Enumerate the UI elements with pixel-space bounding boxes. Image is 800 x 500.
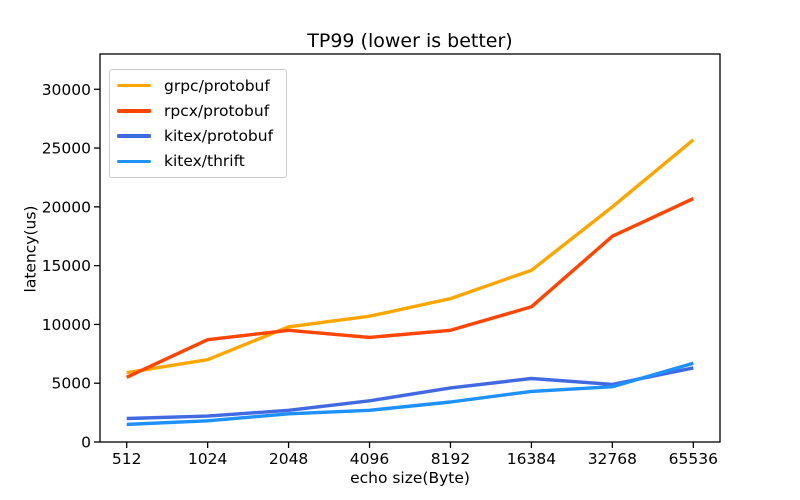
legend-item-grpc-protobuf: grpc/protobuf — [117, 73, 286, 98]
y-tick-label: 0 — [81, 434, 91, 452]
legend-box: grpc/protobuf rpcx/protobuf kitex/protobuf… — [109, 69, 287, 178]
series-line-grpc-protobuf — [126, 138, 695, 375]
legend-item-rpcx-protobuf: rpcx/protobuf — [117, 98, 286, 123]
legend-item-label: kitex/thrift — [164, 152, 245, 171]
axes-border — [99, 53, 721, 443]
legend-line-sample — [117, 134, 151, 138]
x-tick-label: 8192 — [431, 450, 470, 468]
x-axis-label: echo size(Byte) — [350, 469, 470, 487]
legend-line-sample — [117, 83, 151, 88]
series-line-kitex-thrift — [126, 361, 694, 427]
series-line-rpcx-protobuf — [125, 197, 695, 379]
x-tick-label: 512 — [112, 450, 142, 468]
y-tick-label: 15000 — [42, 257, 91, 275]
x-tick-label: 32768 — [588, 450, 637, 468]
chart-title: TP99 (lower is better) — [307, 30, 513, 52]
y-tick-label: 20000 — [42, 198, 91, 216]
x-tick-label: 1024 — [188, 450, 227, 468]
y-tick-label: 25000 — [42, 140, 91, 158]
x-tick-label: 4096 — [350, 450, 389, 468]
y-tick-label: 5000 — [52, 375, 91, 393]
legend-item-kitex-thrift: kitex/thrift — [117, 149, 286, 174]
x-tick-label: 2048 — [269, 450, 308, 468]
legend-item-label: rpcx/protobuf — [164, 101, 270, 120]
legend-item-label: kitex/protobuf — [164, 127, 274, 146]
legend-line-sample — [117, 109, 151, 113]
y-tick-label: 30000 — [42, 81, 91, 99]
legend-line-sample — [117, 159, 151, 164]
x-tick-label: 16384 — [507, 450, 556, 468]
y-tick-label: 10000 — [42, 316, 91, 334]
legend-item-label: grpc/protobuf — [164, 76, 270, 95]
series-line-kitex-protobuf — [126, 366, 694, 421]
x-tick-label: 65536 — [669, 450, 718, 468]
legend-item-kitex-protobuf: kitex/protobuf — [117, 124, 286, 149]
